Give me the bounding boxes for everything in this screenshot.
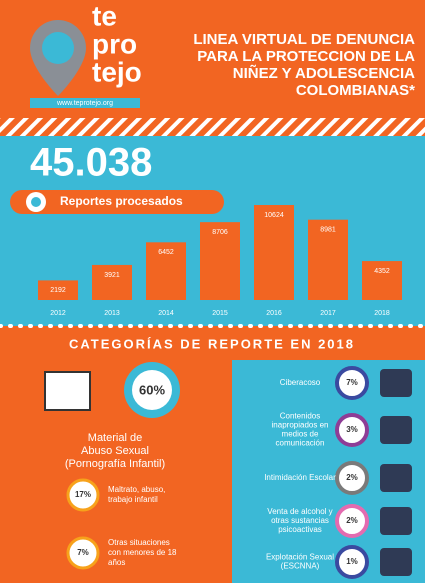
cat-label: Ciberacoso [280, 378, 321, 387]
bar [146, 242, 186, 300]
pct: 1% [346, 557, 358, 566]
cat-label: psicoactivas [278, 525, 322, 534]
cat-label: Maltrato, abuso, [108, 485, 165, 494]
bar [254, 205, 294, 300]
logo-text: pro [92, 28, 137, 59]
pct-circle [335, 461, 369, 495]
url-bar [30, 98, 140, 108]
cat-label: Venta de alcohol y [267, 507, 332, 516]
pct: 3% [346, 425, 358, 434]
logo-face [42, 32, 74, 64]
pct: 7% [77, 548, 89, 557]
cat-label: Otras situaciones [108, 538, 170, 547]
bar [38, 280, 78, 300]
cat-label: medios de [282, 430, 319, 439]
bar [308, 219, 348, 300]
total-label: Reportes procesados [60, 194, 183, 208]
icon [380, 548, 412, 576]
x-tick-label: 2012 [50, 310, 66, 317]
title-line: NIÑEZ Y ADOLESCENCIA [233, 64, 415, 82]
bar [362, 261, 402, 300]
bar-label: 10624 [264, 212, 284, 219]
cat-label: Material de [88, 432, 142, 444]
pct: 2% [346, 473, 358, 482]
bar [92, 264, 132, 300]
pill [10, 190, 224, 214]
pct: 60% [139, 382, 165, 397]
cat-label: (ESCNNA) [281, 562, 320, 571]
icon [380, 369, 412, 397]
title-line: COLOMBIANAS* [296, 82, 415, 99]
icon [380, 464, 412, 492]
pct-circle [335, 504, 369, 538]
pct-circle [66, 478, 100, 512]
monitor-icon [44, 371, 91, 411]
stripes [0, 118, 425, 136]
x-tick-label: 2018 [374, 310, 390, 317]
x-tick-label: 2017 [320, 310, 336, 317]
pct-circle [66, 536, 100, 570]
pin-dot [31, 197, 41, 207]
cat-label: Abuso Sexual [81, 445, 149, 457]
bar-label: 4352 [374, 268, 390, 275]
cat-label: Contenidos [280, 412, 320, 421]
cat-label: inapropiados en [272, 421, 329, 430]
pct: 17% [75, 490, 91, 499]
bar-label: 2192 [50, 287, 66, 294]
pct-circle [335, 366, 369, 400]
pct-circle [335, 413, 369, 447]
icon [380, 416, 412, 444]
icon [380, 507, 412, 535]
cat-label: comunicación [276, 439, 325, 448]
cat-label: (Pornografía Infantil) [65, 458, 165, 470]
x-tick-label: 2013 [104, 310, 120, 317]
title-line: PARA LA PROTECCION DE LA [197, 48, 415, 65]
bar-label: 6452 [158, 249, 174, 256]
cat-label: años [108, 558, 125, 567]
cat-label: con menores de 18 [108, 548, 177, 557]
logo-url: www.teprotejo.org [56, 100, 113, 107]
ring-inner [132, 370, 172, 410]
total: 45.038 [30, 141, 152, 185]
bar-label: 8706 [212, 229, 228, 236]
cat-label: otras sustancias [271, 516, 329, 525]
pct-circle [335, 545, 369, 579]
logo-text: te [92, 0, 117, 31]
x-tick-label: 2014 [158, 310, 174, 317]
x-tick-label: 2015 [212, 310, 228, 317]
logo-text: tejo [92, 56, 142, 87]
pct: 7% [346, 378, 358, 387]
cat-label: trabajo infantil [108, 495, 158, 504]
pct: 2% [346, 516, 358, 525]
x-tick-label: 2016 [266, 310, 282, 317]
bar-label: 8981 [320, 227, 336, 234]
title-line: LINEA VIRTUAL DE DENUNCIA [193, 31, 415, 48]
bar-label: 3921 [104, 272, 120, 279]
bar [200, 222, 240, 300]
cat-label: Explotación Sexual [266, 553, 334, 562]
cat-label: Intimidación Escolar [264, 473, 336, 482]
section-title: CATEGORÍAS DE REPORTE EN 2018 [69, 336, 355, 351]
